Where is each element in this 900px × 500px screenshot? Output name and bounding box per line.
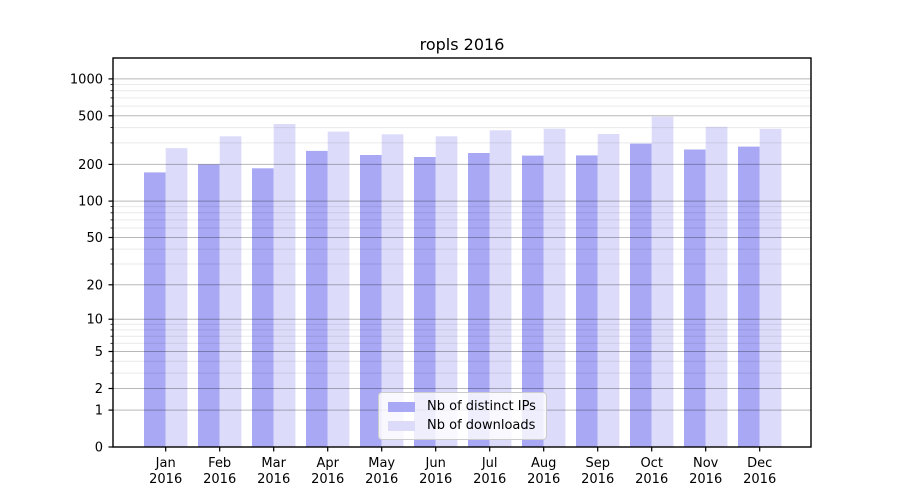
y-tick-label: 200 xyxy=(78,158,103,173)
x-tick-label-month: Jun xyxy=(425,456,446,471)
x-tick-label-year: 2016 xyxy=(311,472,344,487)
bar-ips-jan xyxy=(144,172,166,447)
bar-ips-feb xyxy=(198,164,220,447)
x-tick-label-month: Apr xyxy=(316,456,339,471)
y-tick-label: 0 xyxy=(95,441,103,456)
bar-ips-mar xyxy=(252,168,274,448)
bar-downloads-feb xyxy=(219,136,242,448)
y-tick-label: 20 xyxy=(86,278,103,293)
bar-downloads-mar xyxy=(273,124,296,447)
bar-downloads-nov xyxy=(705,126,728,448)
x-tick-label-year: 2016 xyxy=(419,472,452,487)
bar-ips-nov xyxy=(684,149,706,447)
bar-downloads-dec xyxy=(759,128,782,448)
x-tick-label-month: May xyxy=(368,456,395,471)
x-tick-label-year: 2016 xyxy=(527,472,560,487)
x-tick-label-year: 2016 xyxy=(743,472,776,487)
x-tick-label-year: 2016 xyxy=(581,472,614,487)
bar-ips-sep xyxy=(576,155,598,447)
legend-item-ips: Nb of distinct IPs xyxy=(388,399,536,414)
bar-ips-may xyxy=(360,155,382,447)
x-tick-label-month: Dec xyxy=(747,456,772,471)
bar-downloads-may xyxy=(381,134,404,448)
axes-frame xyxy=(112,57,812,448)
x-tick-label-month: Oct xyxy=(640,456,662,471)
x-tick-label-year: 2016 xyxy=(473,472,506,487)
chart-title: ropls 2016 xyxy=(419,35,505,54)
x-tick-label-month: Feb xyxy=(208,456,231,471)
y-tick-label: 10 xyxy=(86,313,103,328)
x-tick-label-month: Nov xyxy=(693,456,719,471)
legend-item-downloads: Nb of downloads xyxy=(388,418,536,433)
y-tick-label: 1 xyxy=(95,404,103,419)
x-tick-label-month: Sep xyxy=(585,456,610,471)
bar-ips-aug xyxy=(522,155,544,447)
y-tick-label: 50 xyxy=(86,231,103,246)
bar-downloads-jun xyxy=(435,136,458,448)
bar-ips-oct xyxy=(630,143,652,447)
bar-downloads-jul xyxy=(489,130,512,448)
bar-downloads-sep xyxy=(597,134,620,447)
legend-label-downloads: Nb of downloads xyxy=(427,418,536,433)
y-tick-label: 500 xyxy=(78,109,103,124)
x-tick-label-year: 2016 xyxy=(257,472,290,487)
x-tick-label-year: 2016 xyxy=(635,472,668,487)
legend-swatch-ips xyxy=(388,401,415,412)
bar-downloads-aug xyxy=(543,128,566,447)
legend: Nb of distinct IPs Nb of downloads xyxy=(378,392,547,440)
y-tick-label: 100 xyxy=(78,195,103,210)
bar-downloads-oct xyxy=(651,116,674,447)
x-tick-label-year: 2016 xyxy=(365,472,398,487)
x-tick-label-year: 2016 xyxy=(149,472,182,487)
legend-label-ips: Nb of distinct IPs xyxy=(427,399,536,414)
bar-ips-jun xyxy=(414,157,436,447)
bar-downloads-apr xyxy=(327,131,350,447)
y-tick-label: 5 xyxy=(95,345,103,360)
legend-swatch-downloads xyxy=(388,420,415,431)
bar-ips-jul xyxy=(468,153,490,447)
x-tick-label-month: Mar xyxy=(261,456,286,471)
y-tick-label: 1000 xyxy=(70,72,103,87)
x-tick-label-year: 2016 xyxy=(689,472,722,487)
x-tick-label-month: Jan xyxy=(155,456,176,471)
bar-ips-apr xyxy=(306,150,328,447)
y-tick-label: 2 xyxy=(95,382,103,397)
x-tick-label-year: 2016 xyxy=(203,472,236,487)
x-tick-label-month: Aug xyxy=(531,456,556,471)
x-tick-label-month: Jul xyxy=(481,456,498,471)
bar-ips-dec xyxy=(738,146,760,447)
bar-downloads-jan xyxy=(165,148,188,447)
